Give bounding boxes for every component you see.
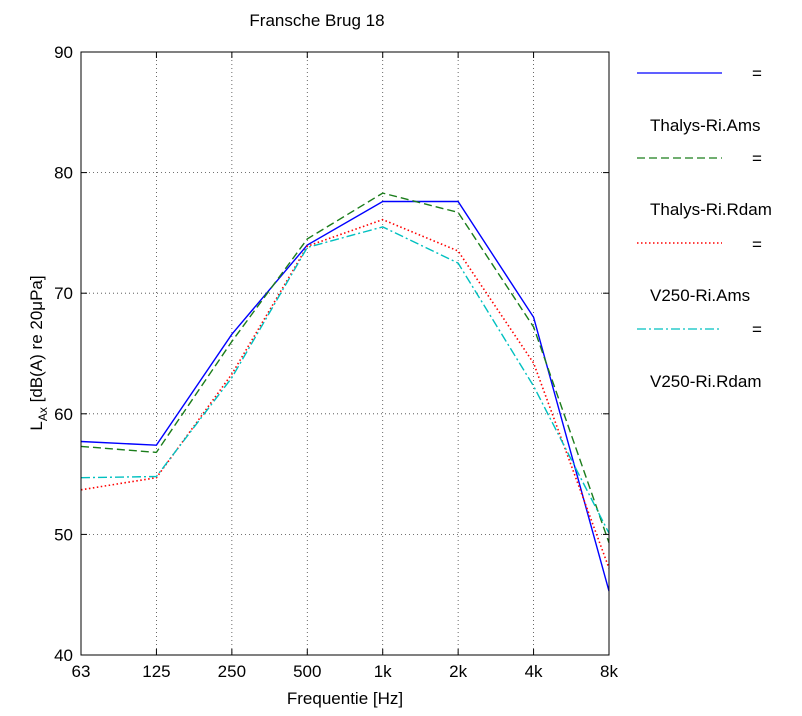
x-tick-label: 63 (72, 662, 91, 681)
legend-text-5: = (752, 235, 762, 254)
y-axis-label-rest: [dB(A) re 20μPa] (27, 275, 46, 407)
legend: = Thalys-Ri.Ams = Thalys-Ri.Rdam = V250-… (637, 64, 772, 391)
y-axis-label: LAx [dB(A) re 20μPa] (27, 275, 50, 430)
y-tick-label: 90 (54, 43, 73, 62)
x-tick-label: 8k (600, 662, 618, 681)
x-tick-label: 250 (218, 662, 246, 681)
x-tick-labels: 63 125 250 500 1k 2k 4k 8k (72, 52, 618, 681)
grid (81, 52, 609, 655)
series-line-1 (80, 200, 610, 592)
legend-text-1: = (752, 64, 762, 83)
legend-text-2: Thalys-Ri.Ams (650, 116, 761, 135)
y-axis-label-sub: Ax (36, 407, 50, 421)
chart-title: Fransche Brug 18 (249, 11, 384, 30)
plot-frame (80, 51, 610, 656)
series-line-3 (80, 218, 610, 569)
x-tick-label: 1k (374, 662, 392, 681)
y-tick-label: 70 (54, 284, 73, 303)
series-lines (80, 192, 610, 592)
legend-text-7: = (752, 320, 762, 339)
x-tick-label: 125 (142, 662, 170, 681)
y-tick-label: 80 (54, 164, 73, 183)
series-line-4 (80, 226, 610, 534)
x-tick-label: 500 (293, 662, 321, 681)
series-line-2 (80, 192, 610, 544)
legend-text-3: = (752, 149, 762, 168)
legend-text-8: V250-Ri.Rdam (650, 372, 762, 391)
legend-text-4: Thalys-Ri.Rdam (650, 200, 772, 219)
y-tick-label: 60 (54, 405, 73, 424)
y-tick-label: 40 (54, 646, 73, 665)
y-tick-labels: 40 50 60 70 80 90 (54, 43, 609, 665)
x-tick-label: 2k (449, 662, 467, 681)
legend-text-6: V250-Ri.Ams (650, 286, 750, 305)
x-axis-label: Frequentie [Hz] (287, 689, 403, 708)
y-axis-label-main: L (27, 421, 46, 430)
y-tick-label: 50 (54, 525, 73, 544)
x-tick-label: 4k (525, 662, 543, 681)
